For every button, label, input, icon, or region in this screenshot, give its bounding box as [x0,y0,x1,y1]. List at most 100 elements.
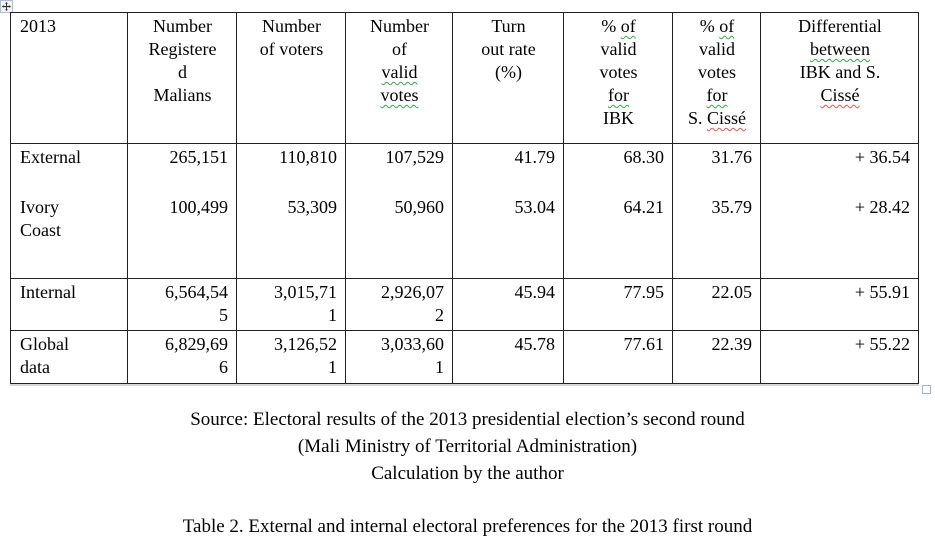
header-cell-pct-valid-cisse[interactable]: % of valid votes for S. Cissé [672,12,761,144]
value-external-registered-malians: 265,151 [169,147,229,167]
header-word: IBK [603,108,634,128]
header-row: 2013 Number Registere d Malians Number of vote… [10,12,919,144]
value-internal-voters: 3,015,71 1 [274,282,337,325]
header-line: valid [682,38,752,61]
cell-external-ivory-coast-valid-votes[interactable]: 107,529 50,960 [345,143,453,279]
cell-internal-differential[interactable]: + 55.91 [760,278,919,331]
value-global-data-pct-valid-ibk: 77.61 [623,334,665,354]
table-move-handle[interactable] [0,0,13,13]
value-ivory-coast-valid-votes: 50,960 [394,197,445,217]
value-external-turnout-rate: 41.79 [514,147,556,167]
cell-global-data-turnout-rate[interactable]: 45.78 [452,330,564,384]
header-word: IBK and S. [799,62,881,82]
header-cell-voters[interactable]: Number of voters [236,12,346,144]
header-line: 2013 [20,15,119,38]
header-line: valid [355,61,444,84]
header-word: Number [370,16,429,36]
value-ivory-coast-pct-valid-ibk: 64.21 [623,197,665,217]
source-line-3: Calculation by the author [371,463,564,484]
flagged-word: between [810,39,870,59]
value-ivory-coast-pct-valid-cisse: 35.79 [711,197,753,217]
header-cell-registered-malians[interactable]: Number Registere d Malians [127,12,237,144]
header-line: Cissé [770,84,910,107]
cell-global-data-voters[interactable]: 3,126,52 1 [236,330,346,384]
row-label-cell-global-data[interactable]: Global data [10,330,128,384]
header-word: Registere [148,39,217,59]
flagged-word: for [608,85,629,105]
header-cell-valid-votes[interactable]: Number of valid votes [345,12,453,144]
header-word: S. [687,108,707,128]
cell-global-data-differential[interactable]: + 55.22 [760,330,919,384]
value-internal-pct-valid-ibk: 77.95 [623,282,665,302]
header-line: of [355,38,444,61]
cell-internal-voters[interactable]: 3,015,71 1 [236,278,346,331]
header-word: Number [262,16,321,36]
header-line: Number [355,15,444,38]
header-line: votes [355,84,444,107]
row-label-ivory-coast: Ivory Coast [20,197,62,240]
row-label-cell-internal[interactable]: Internal [10,278,128,331]
cell-external-ivory-coast-voters[interactable]: 110,810 53,309 [236,143,346,279]
header-cell-turnout-rate[interactable]: Turn out rate (%) [452,12,564,144]
cell-external-ivory-coast-turnout-rate[interactable]: 41.79 53.04 [452,143,564,279]
table-row-internal: Internal 6,564,54 5 3,015,71 1 2,926,07 2 45… [10,278,919,331]
header-cell-differential[interactable]: Differential between IBK and S. Cissé [760,12,919,144]
value-external-pct-valid-ibk: 68.30 [623,147,665,167]
value-external-valid-votes: 107,529 [385,147,445,167]
header-line: votes [573,61,664,84]
source-note: Source: Electoral results of the 2013 pr… [0,406,935,487]
row-label-global-data: Global data [20,334,69,377]
value-internal-registered-malians: 6,564,54 5 [165,282,228,325]
header-line: votes [682,61,752,84]
header-line: Turn [462,15,555,38]
value-ivory-coast-turnout-rate: 53.04 [514,197,556,217]
cell-internal-pct-valid-ibk[interactable]: 77.95 [563,278,673,331]
source-line-1: Source: Electoral results of the 2013 pr… [190,409,745,430]
source-line-2: (Mali Ministry of Territorial Administra… [297,436,638,457]
header-word: % [601,16,621,36]
header-word: of [392,39,407,59]
value-global-data-pct-valid-cisse: 22.39 [711,334,753,354]
header-word: d [178,62,187,82]
cell-external-ivory-coast-pct-valid-ibk[interactable]: 68.30 64.21 [563,143,673,279]
header-line: IBK and S. [770,61,910,84]
header-word: Malians [153,85,212,105]
header-cell-pct-valid-ibk[interactable]: % of valid votes for IBK [563,12,673,144]
value-internal-pct-valid-cisse: 22.05 [711,282,753,302]
cell-internal-valid-votes[interactable]: 2,926,07 2 [345,278,453,331]
value-internal-valid-votes: 2,926,07 2 [381,282,444,325]
table-resize-handle[interactable] [922,385,931,394]
flagged-word: of [620,16,636,36]
flagged-word: for [706,85,728,105]
header-word: Differential [798,16,882,36]
header-word: votes [599,62,638,82]
flagged-word: valid [381,62,418,82]
cell-global-data-pct-valid-ibk[interactable]: 77.61 [563,330,673,384]
value-global-data-registered-malians: 6,829,69 6 [165,334,228,377]
cell-internal-turnout-rate[interactable]: 45.94 [452,278,564,331]
header-line: Registere [137,38,228,61]
value-ivory-coast-differential: + 28.42 [854,197,910,217]
flagged-word: Cissé [820,85,860,105]
header-word: Number [153,16,212,36]
cell-global-data-registered-malians[interactable]: 6,829,69 6 [127,330,237,384]
cell-external-ivory-coast-registered-malians[interactable]: 265,151 100,499 [127,143,237,279]
cell-global-data-pct-valid-cisse[interactable]: 22.39 [672,330,761,384]
cell-external-ivory-coast-differential[interactable]: + 36.54 + 28.42 [760,143,919,279]
header-line: (%) [462,61,555,84]
cell-global-data-valid-votes[interactable]: 3,033,60 1 [345,330,453,384]
flagged-word: of [719,16,735,36]
header-line: S. Cissé [682,107,752,130]
header-line: Number [246,15,337,38]
value-external-pct-valid-cisse: 31.76 [711,147,753,167]
row-label-cell-external-ivory-coast[interactable]: External Ivory Coast [10,143,128,279]
cell-internal-registered-malians[interactable]: 6,564,54 5 [127,278,237,331]
value-external-voters: 110,810 [279,147,337,167]
header-cell-year[interactable]: 2013 [10,12,128,144]
value-global-data-turnout-rate: 45.78 [514,334,556,354]
cell-external-ivory-coast-pct-valid-cisse[interactable]: 31.76 35.79 [672,143,761,279]
header-word: valid [699,39,735,59]
cell-internal-pct-valid-cisse[interactable]: 22.05 [672,278,761,331]
header-word: votes [698,62,736,82]
value-global-data-voters: 3,126,52 1 [274,334,337,377]
